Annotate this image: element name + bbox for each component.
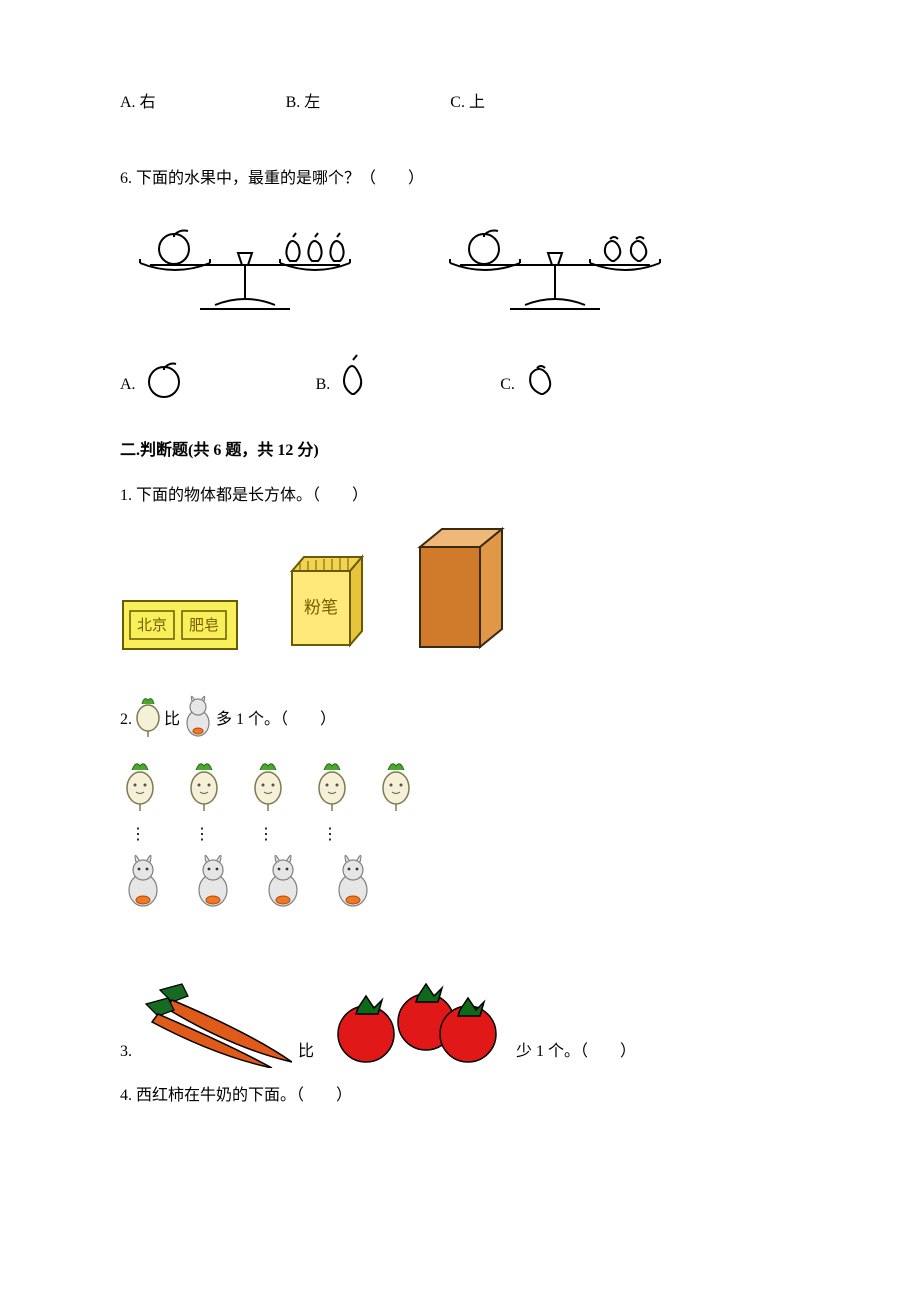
peach-icon [521, 362, 561, 398]
section2-heading: 二.判断题(共 6 题，共 12 分) [120, 438, 800, 464]
radish-row [120, 758, 800, 821]
q6-option-c: C. [500, 362, 561, 398]
balance-scale-2 [430, 205, 680, 324]
s2q2-p1: 比 [164, 707, 180, 733]
q6-text: 6. 下面的水果中，最重的是哪个？（ ） [120, 166, 800, 192]
rabbit-icon [190, 850, 236, 919]
s2q2-number: 2. [120, 707, 132, 733]
radish-icon [376, 758, 416, 821]
radish-icon [184, 758, 224, 821]
q5-b-prefix: B. [286, 94, 301, 111]
pear-icon [336, 354, 370, 398]
rabbit-icon [180, 693, 216, 748]
soap-box-icon: 北京 肥皂 [120, 583, 240, 653]
dots-icon: ⋮ [194, 822, 210, 848]
chalk-box-icon: 粉笔 [280, 543, 370, 653]
soap-right-label: 肥皂 [189, 617, 219, 634]
q6-number: 6. [120, 170, 132, 187]
q6-c-prefix: C. [500, 372, 515, 398]
q5-options-row: A. 右 B. 左 C. 上 [120, 90, 800, 116]
radish-icon [312, 758, 352, 821]
s2q4-body: 西红柿在牛奶的下面。（ ） [136, 1087, 352, 1104]
s2q1-body: 下面的物体都是长方体。（ ） [136, 487, 368, 504]
s2q3-number: 3. [120, 1039, 132, 1065]
radish-icon [120, 758, 160, 821]
dots-icon: ⋮ [322, 822, 338, 848]
rabbit-row [120, 850, 800, 919]
q6-b-prefix: B. [316, 372, 331, 398]
q6-option-b: B. [316, 354, 371, 398]
radish-icon [248, 758, 288, 821]
rabbit-icon [260, 850, 306, 919]
s2q4-number: 4. [120, 1087, 132, 1104]
balance-scale-icon [120, 205, 370, 315]
q6-option-a: A. [120, 358, 186, 398]
dots-icon: ⋮ [130, 822, 146, 848]
radish-icon [132, 694, 164, 747]
s2q1-boxes-row: 北京 肥皂 粉笔 [120, 523, 800, 653]
soap-left-label: 北京 [137, 617, 167, 634]
q5-option-a: A. 右 [120, 90, 156, 116]
worksheet-page: A. 右 B. 左 C. 上 6. 下面的水果中，最重的是哪个？（ ） [0, 0, 920, 1213]
s2q3-p1: 比 [298, 1039, 314, 1065]
s2q2-text-row: 2. 比 多 1 个。（ ） [120, 693, 800, 748]
s2q1-text: 1. 下面的物体都是长方体。（ ） [120, 483, 800, 509]
rabbit-icon [120, 850, 166, 919]
cuboid-icon [410, 523, 510, 653]
q5-a-text: 右 [140, 94, 156, 111]
carrots-icon [132, 978, 292, 1077]
q5-option-b: B. 左 [286, 90, 321, 116]
s2q3-p2: 少 1 个。（ ） [516, 1039, 636, 1065]
s2q1-number: 1. [120, 487, 132, 504]
balance-scale-1 [120, 205, 370, 324]
s2q4-text: 4. 西红柿在牛奶的下面。（ ） [120, 1083, 800, 1109]
chalk-label: 粉笔 [304, 598, 338, 617]
q5-c-text: 上 [469, 94, 485, 111]
s2q3-row: 3. 比 [120, 968, 800, 1077]
q5-c-prefix: C. [450, 94, 465, 111]
dots-icon: ⋮ [258, 822, 274, 848]
q5-b-text: 左 [304, 94, 320, 111]
tomatoes-icon [320, 968, 510, 1077]
balance-scale-icon [430, 205, 680, 315]
rabbit-icon [330, 850, 376, 919]
apple-icon [142, 358, 186, 398]
q5-option-c: C. 上 [450, 90, 485, 116]
q6-scales-row [120, 205, 800, 324]
q6-a-prefix: A. [120, 372, 136, 398]
q5-a-prefix: A. [120, 94, 136, 111]
q6-options-row: A. B. C. [120, 354, 800, 398]
dots-row: ⋮ ⋮ ⋮ ⋮ [120, 822, 800, 848]
s2q2-p2: 多 1 个。（ ） [216, 707, 336, 733]
q6-body: 下面的水果中，最重的是哪个？（ ） [136, 170, 424, 187]
s2q2-grid: ⋮ ⋮ ⋮ ⋮ [120, 758, 800, 919]
